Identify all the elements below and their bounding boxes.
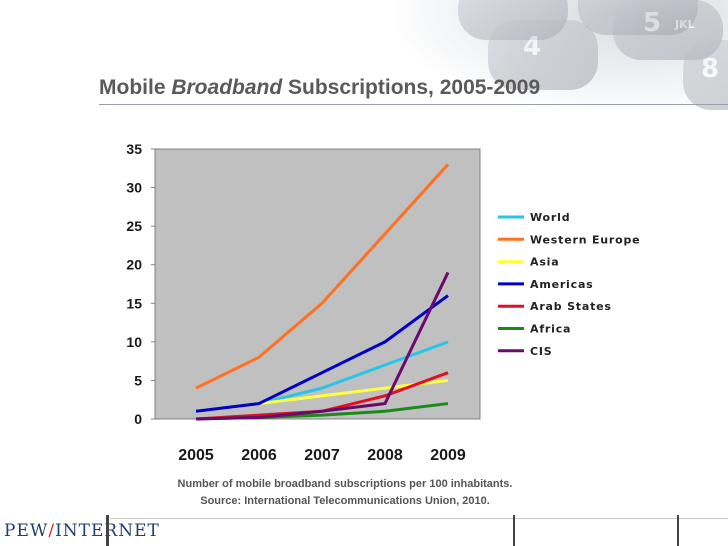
slide-title: Mobile Broadband Subscriptions, 2005-200… <box>99 76 541 99</box>
x-tick-label: 2007 <box>304 447 340 464</box>
phone-keypad-background: 4 5 JKL 8 <box>398 0 728 110</box>
title-rule <box>99 104 728 105</box>
y-tick-label: 35 <box>126 141 142 157</box>
pew-internet-logo: PEW/INTERNET <box>4 521 159 541</box>
keypad-key: 5 JKL <box>613 0 723 60</box>
legend-label: Americas <box>530 278 594 291</box>
legend-label: Western Europe <box>530 233 640 246</box>
keypad-letters: JKL <box>675 18 695 31</box>
y-tick-label: 20 <box>126 257 142 273</box>
keypad-digit: 5 <box>643 8 662 38</box>
keypad-digit: 4 <box>523 32 542 62</box>
y-axis: 0 5 10 15 20 25 30 35 <box>126 141 156 427</box>
legend-label: Africa <box>530 323 571 336</box>
x-tick-label: 2009 <box>430 447 466 464</box>
legend-label: Arab States <box>530 300 612 313</box>
y-tick-label: 15 <box>126 295 142 311</box>
x-tick-label: 2005 <box>178 447 214 464</box>
series-lines <box>195 163 450 421</box>
footer-divider <box>106 515 109 546</box>
chart-caption: Number of mobile broadband subscriptions… <box>150 476 540 510</box>
legend: World Western Europe Asia Americas Arab Stat… <box>498 211 640 358</box>
series-line-western-europe <box>195 163 450 390</box>
keypad-key <box>458 0 568 40</box>
y-tick-label: 25 <box>126 218 142 234</box>
keypad-key: 4 <box>488 20 598 90</box>
keypad-key <box>578 0 698 35</box>
footer-divider <box>677 515 679 546</box>
source-line: Source: International Telecommunications… <box>200 495 490 507</box>
x-tick-label: 2006 <box>241 447 277 464</box>
legend-label: Asia <box>530 256 559 269</box>
y-tick-label: 30 <box>126 180 142 196</box>
footer-divider <box>513 515 515 546</box>
legend-label: World <box>530 211 570 224</box>
y-tick-label: 5 <box>134 372 142 388</box>
caption-line: Number of mobile broadband subscriptions… <box>177 478 513 490</box>
y-tick-label: 0 <box>134 411 142 427</box>
x-tick-label: 2008 <box>367 447 403 464</box>
x-axis: 2005 2006 2007 2008 2009 <box>155 418 480 464</box>
keypad-digit: 8 <box>701 54 720 84</box>
series-line-americas <box>195 294 449 413</box>
footer-rule <box>110 518 728 519</box>
series-line-cis <box>195 271 450 421</box>
legend-label: CIS <box>530 345 553 358</box>
y-tick-label: 10 <box>126 334 142 350</box>
keypad-key: 8 <box>683 40 728 110</box>
